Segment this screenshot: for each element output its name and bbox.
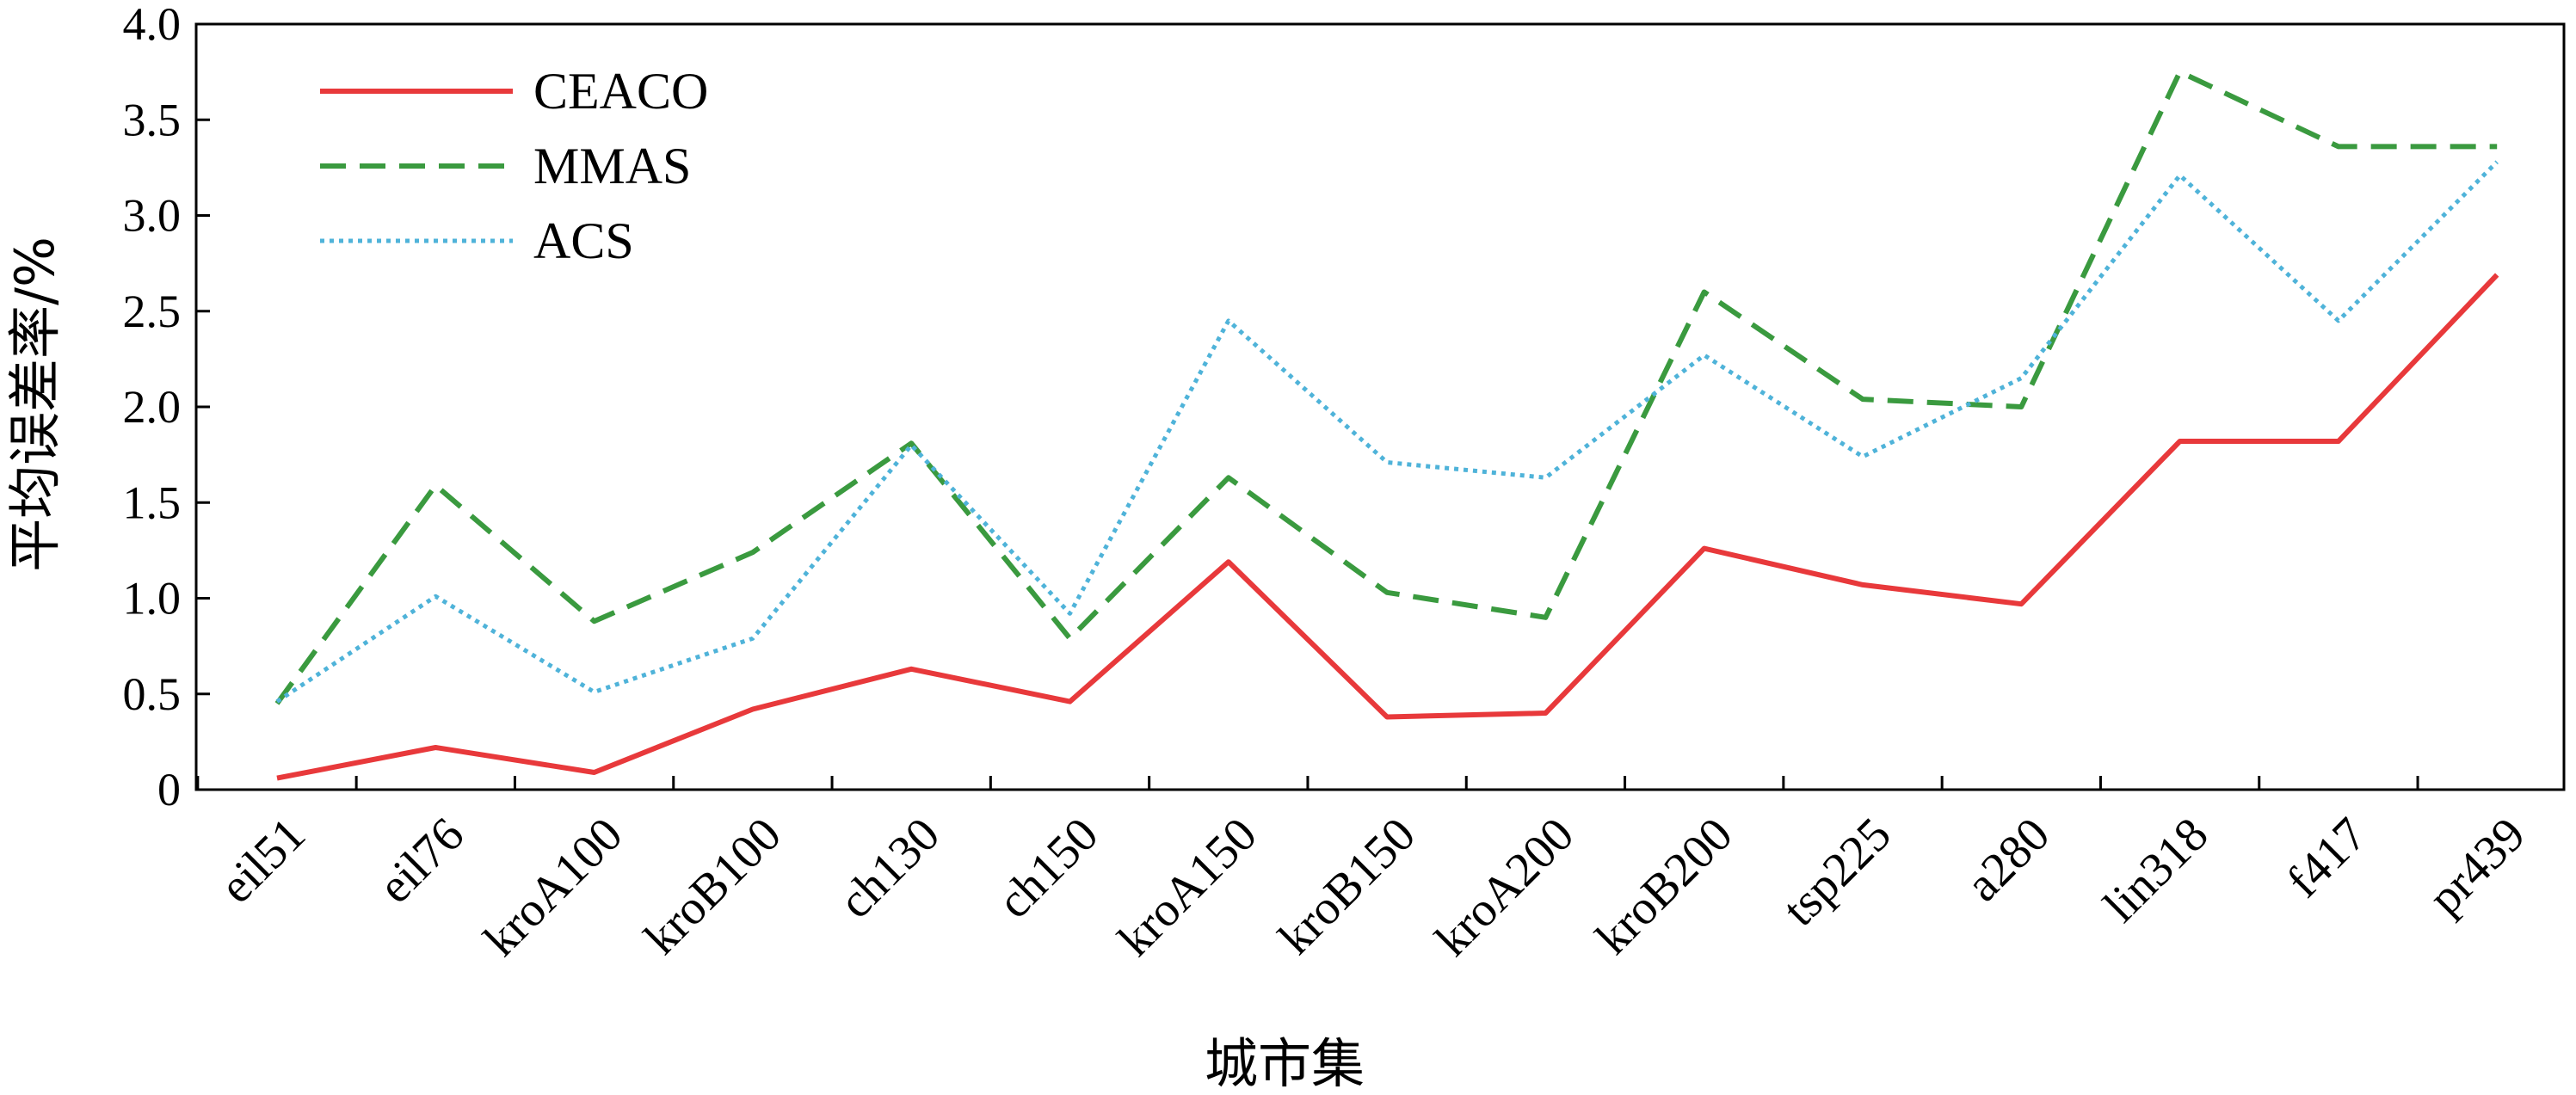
x-axis-title: 城市集: [1205, 1032, 1365, 1095]
x-tick-label: lin318: [2093, 808, 2218, 932]
x-tick-label: kroB200: [1586, 808, 1742, 964]
y-axis: 0 0.5 1.0 1.5 2.0 2.5 3.0 3.5 4.0: [123, 0, 210, 815]
legend-label: CEACO: [533, 63, 708, 120]
x-tick-label: pr439: [2419, 808, 2536, 925]
x-tick-label: eil76: [368, 808, 474, 914]
x-tick-label: kroA100: [474, 808, 633, 967]
x-tick-label: kroB100: [634, 808, 791, 964]
x-tick-label: tsp225: [1772, 808, 1901, 936]
x-tick-label: kroB150: [1269, 808, 1426, 964]
legend-label: ACS: [533, 212, 634, 269]
x-axis: eil51 eil76 kroA100 kroB100 ch130 ch150 kroA15…: [196, 776, 2536, 967]
x-tick-label: kroA150: [1108, 808, 1267, 967]
legend-label: MMAS: [533, 138, 691, 194]
series-line-ceaco: [276, 273, 2499, 781]
x-tick-label: f417: [2277, 808, 2376, 907]
series-layer: [274, 69, 2499, 781]
y-tick-label: 4.0: [123, 0, 182, 50]
y-tick-label: 3.0: [123, 190, 182, 242]
x-tick-label: ch130: [829, 808, 950, 929]
y-tick-label: 0.5: [123, 668, 182, 720]
x-tick-label: eil51: [210, 808, 316, 914]
x-tick-label: ch150: [988, 808, 1109, 929]
y-tick-label: 2.5: [123, 286, 182, 337]
y-tick-label: 0: [157, 764, 181, 815]
x-tick-label: kroA200: [1426, 808, 1585, 967]
x-tick-label: a280: [1956, 808, 2060, 912]
y-tick-label: 1.0: [123, 573, 182, 624]
y-tick-label: 2.0: [123, 381, 182, 433]
y-tick-label: 1.5: [123, 477, 182, 528]
legend: CEACO MMAS ACS: [320, 63, 708, 269]
y-tick-label: 3.5: [123, 94, 182, 145]
y-axis-title: 平均误差率/%: [3, 237, 66, 572]
series-line-mmas: [274, 69, 2498, 705]
